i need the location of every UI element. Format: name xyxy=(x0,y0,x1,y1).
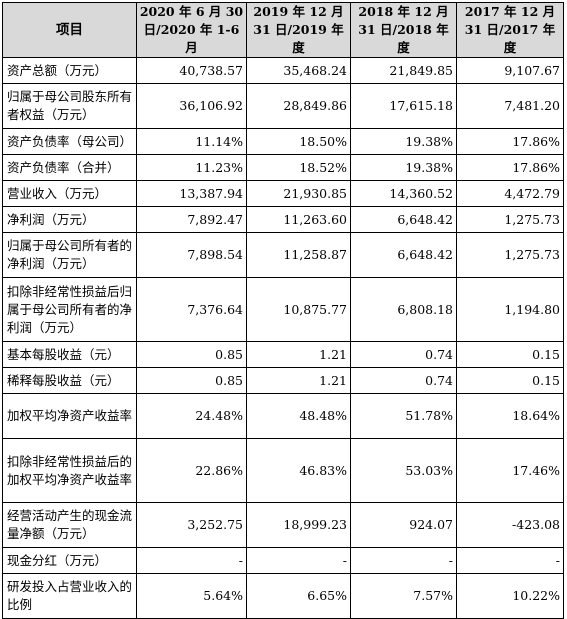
cell-value: 7,892.47 xyxy=(136,206,247,233)
row-label: 资产负债率（合并） xyxy=(2,154,137,181)
cell-value: -423.08 xyxy=(456,502,564,548)
cell-value: 0.85 xyxy=(136,341,247,368)
row-label: 资产负债率（母公司） xyxy=(2,128,137,155)
cell-value: 6,648.42 xyxy=(350,232,457,278)
header-period-2018: 2018 年 12 月 31 日/2018 年度 xyxy=(350,2,457,58)
cell-value: 10.22% xyxy=(456,573,564,619)
cell-value: 19.38% xyxy=(350,154,457,181)
cell-value: - xyxy=(136,547,247,574)
cell-value: 28,849.86 xyxy=(246,83,351,129)
cell-value: 0.74 xyxy=(350,367,457,394)
cell-value: 11,258.87 xyxy=(246,232,351,278)
cell-value: 0.85 xyxy=(136,367,247,394)
cell-value: 21,930.85 xyxy=(246,180,351,207)
cell-value: 1.21 xyxy=(246,367,351,394)
cell-value: 17,615.18 xyxy=(350,83,457,129)
cell-value: 924.07 xyxy=(350,502,457,548)
row-label: 归属于母公司股东所有者权益（万元） xyxy=(2,83,137,129)
table-row: 归属于母公司股东所有者权益（万元） 36,106.92 28,849.86 17… xyxy=(2,83,564,129)
cell-value: 18.64% xyxy=(456,393,564,439)
row-label: 研发投入占营业收入的比例 xyxy=(2,573,137,619)
header-item: 项目 xyxy=(2,2,137,58)
cell-value: 18.52% xyxy=(246,154,351,181)
cell-value: 10,875.77 xyxy=(246,277,351,342)
table-row: 归属于母公司所有者的净利润（万元） 7,898.54 11,258.87 6,6… xyxy=(2,232,564,278)
cell-value: 11,263.60 xyxy=(246,206,351,233)
cell-value: 18,999.23 xyxy=(246,502,351,548)
table-row: 稀释每股收益（元） 0.85 1.21 0.74 0.15 xyxy=(2,367,564,394)
header-period-2020h1: 2020 年 6 月 30 日/2020 年 1-6 月 xyxy=(136,2,247,58)
row-label: 稀释每股收益（元） xyxy=(2,367,137,394)
cell-value: 24.48% xyxy=(136,393,247,439)
cell-value: 1.21 xyxy=(246,341,351,368)
cell-value: 1,275.73 xyxy=(456,206,564,233)
cell-value: 46.83% xyxy=(246,438,351,503)
cell-value: 4,472.79 xyxy=(456,180,564,207)
row-label: 现金分红（万元） xyxy=(2,547,137,574)
cell-value: 0.74 xyxy=(350,341,457,368)
cell-value: 9,107.67 xyxy=(456,57,564,84)
cell-value: 1,194.80 xyxy=(456,277,564,342)
table-row: 扣除非经常性损益后的加权平均净资产收益率 22.86% 46.83% 53.03… xyxy=(2,438,564,503)
cell-value: 6.65% xyxy=(246,573,351,619)
header-period-2017: 2017 年 12 月 31 日/2017 年度 xyxy=(456,2,564,58)
cell-value: 17.86% xyxy=(456,128,564,155)
cell-value: 0.15 xyxy=(456,367,564,394)
cell-value: 51.78% xyxy=(350,393,457,439)
row-label: 扣除非经常性损益后归属于母公司所有者的净利润（万元） xyxy=(2,277,137,342)
table-row: 净利润（万元） 7,892.47 11,263.60 6,648.42 1,27… xyxy=(2,206,564,233)
cell-value: 48.48% xyxy=(246,393,351,439)
table-header: 项目 2020 年 6 月 30 日/2020 年 1-6 月 2019 年 1… xyxy=(2,2,564,58)
row-label: 扣除非经常性损益后的加权平均净资产收益率 xyxy=(2,438,137,503)
row-label: 资产总额（万元） xyxy=(2,57,137,84)
cell-value: 14,360.52 xyxy=(350,180,457,207)
cell-value: 13,387.94 xyxy=(136,180,247,207)
cell-value: 7.57% xyxy=(350,573,457,619)
header-period-2019: 2019 年 12 月 31 日/2019 年度 xyxy=(246,2,351,58)
row-label: 归属于母公司所有者的净利润（万元） xyxy=(2,232,137,278)
cell-value: 1,275.73 xyxy=(456,232,564,278)
header-row: 项目 2020 年 6 月 30 日/2020 年 1-6 月 2019 年 1… xyxy=(2,2,564,58)
table-body: 资产总额（万元） 40,738.57 35,468.24 21,849.85 9… xyxy=(2,57,564,619)
row-label: 基本每股收益（元） xyxy=(2,341,137,368)
table-row: 扣除非经常性损益后归属于母公司所有者的净利润（万元） 7,376.64 10,8… xyxy=(2,277,564,342)
cell-value: 36,106.92 xyxy=(136,83,247,129)
cell-value: 6,808.18 xyxy=(350,277,457,342)
table-row: 资产负债率（合并） 11.23% 18.52% 19.38% 17.86% xyxy=(2,154,564,181)
table-row: 现金分红（万元） - - - - xyxy=(2,547,564,574)
cell-value: 40,738.57 xyxy=(136,57,247,84)
cell-value: 11.14% xyxy=(136,128,247,155)
cell-value: 21,849.85 xyxy=(350,57,457,84)
cell-value: 35,468.24 xyxy=(246,57,351,84)
table-row: 资产总额（万元） 40,738.57 35,468.24 21,849.85 9… xyxy=(2,57,564,84)
cell-value: 5.64% xyxy=(136,573,247,619)
cell-value: 7,376.64 xyxy=(136,277,247,342)
table-row: 加权平均净资产收益率 24.48% 48.48% 51.78% 18.64% xyxy=(2,393,564,439)
cell-value: 22.86% xyxy=(136,438,247,503)
cell-value: 7,481.20 xyxy=(456,83,564,129)
cell-value: 3,252.75 xyxy=(136,502,247,548)
cell-value: 6,648.42 xyxy=(350,206,457,233)
cell-value: 0.15 xyxy=(456,341,564,368)
cell-value: - xyxy=(456,547,564,574)
cell-value: 18.50% xyxy=(246,128,351,155)
table-row: 研发投入占营业收入的比例 5.64% 6.65% 7.57% 10.22% xyxy=(2,573,564,619)
cell-value: 17.46% xyxy=(456,438,564,503)
cell-value: 11.23% xyxy=(136,154,247,181)
cell-value: - xyxy=(350,547,457,574)
row-label: 营业收入（万元） xyxy=(2,180,137,207)
cell-value: 53.03% xyxy=(350,438,457,503)
row-label: 经营活动产生的现金流量净额（万元） xyxy=(2,502,137,548)
cell-value: 17.86% xyxy=(456,154,564,181)
table-row: 经营活动产生的现金流量净额（万元） 3,252.75 18,999.23 924… xyxy=(2,502,564,548)
table-row: 基本每股收益（元） 0.85 1.21 0.74 0.15 xyxy=(2,341,564,368)
row-label: 净利润（万元） xyxy=(2,206,137,233)
cell-value: 7,898.54 xyxy=(136,232,247,278)
table-row: 营业收入（万元） 13,387.94 21,930.85 14,360.52 4… xyxy=(2,180,564,207)
cell-value: - xyxy=(246,547,351,574)
row-label: 加权平均净资产收益率 xyxy=(2,393,137,439)
table-row: 资产负债率（母公司） 11.14% 18.50% 19.38% 17.86% xyxy=(2,128,564,155)
cell-value: 19.38% xyxy=(350,128,457,155)
